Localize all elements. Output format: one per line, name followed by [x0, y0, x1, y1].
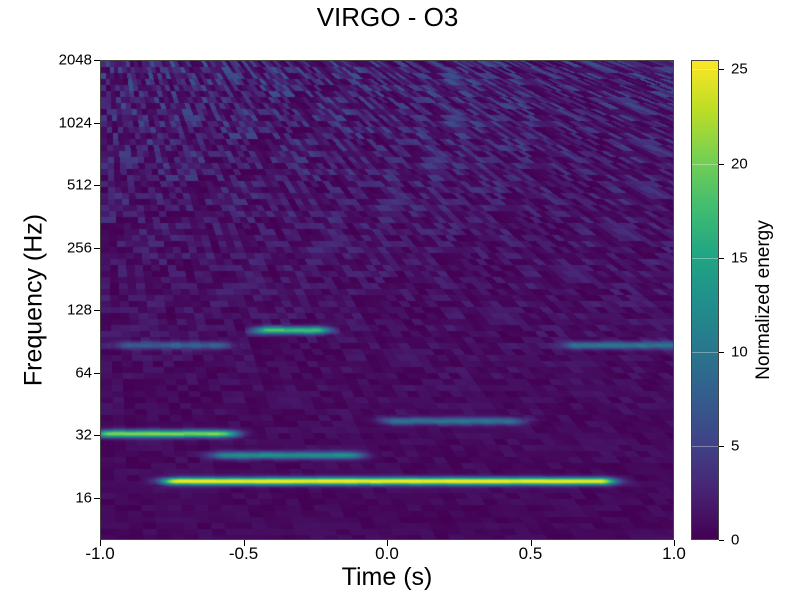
colorbar	[691, 60, 719, 540]
y-axis-label: Frequency (Hz)	[19, 213, 48, 387]
y-tick-mark	[94, 185, 100, 187]
x-tick-label: 0.0	[375, 544, 399, 563]
y-tick-label: 512	[66, 176, 92, 194]
y-tick-mark	[94, 372, 100, 374]
x-tick-mark	[674, 540, 675, 546]
chart-title: VIRGO - O3	[316, 2, 459, 32]
y-tick-label: 2048	[58, 51, 92, 69]
y-tick-mark	[94, 310, 100, 312]
colorbar-tick-label: 15	[731, 249, 748, 267]
colorbar-grid-line	[692, 351, 718, 353]
colorbar-tick-mark	[719, 69, 724, 71]
x-tick-mark	[387, 540, 388, 546]
x-axis-label: Time (s)	[341, 563, 433, 591]
colorbar-tick-label: 20	[731, 155, 748, 173]
colorbar-tick-label: 25	[731, 60, 748, 78]
x-tick-label: 0.5	[518, 544, 543, 563]
y-tick-label: 1024	[58, 114, 92, 132]
colorbar-tick-label: 5	[731, 437, 740, 455]
y-tick-label: 128	[66, 301, 92, 319]
colorbar-tick-mark	[719, 163, 724, 165]
colorbar-tick-mark	[719, 257, 724, 259]
y-tick-label: 64	[75, 364, 92, 382]
colorbar-grid-line	[692, 163, 718, 165]
colorbar-tick-label: 10	[731, 343, 748, 361]
spectrogram-plot-area	[100, 60, 674, 540]
colorbar-label: Normalized energy	[753, 220, 774, 380]
y-tick-label: 32	[75, 426, 92, 444]
x-tick-mark	[243, 540, 245, 546]
colorbar-tick-mark	[719, 351, 724, 353]
colorbar-tick-mark	[719, 445, 724, 447]
colorbar-tick-label: 0	[731, 531, 740, 549]
x-tick-label: -1.0	[85, 544, 115, 563]
y-tick-label: 256	[66, 239, 92, 257]
colorbar-grid-line	[692, 257, 718, 259]
y-tick-label: 16	[75, 489, 92, 507]
colorbar-grid-line	[692, 69, 718, 71]
colorbar-tick-mark	[719, 540, 724, 541]
spectrogram-heatmap	[101, 61, 673, 539]
y-tick-mark	[94, 122, 100, 124]
x-tick-label: -0.5	[228, 544, 259, 563]
y-tick-mark	[94, 247, 100, 249]
x-tick-mark	[530, 540, 532, 546]
x-tick-label: 1.0	[662, 544, 686, 563]
y-tick-mark	[94, 60, 100, 61]
colorbar-grid-line	[692, 445, 718, 447]
y-tick-mark	[94, 497, 100, 499]
y-tick-mark	[94, 435, 100, 437]
x-tick-mark	[100, 540, 101, 546]
